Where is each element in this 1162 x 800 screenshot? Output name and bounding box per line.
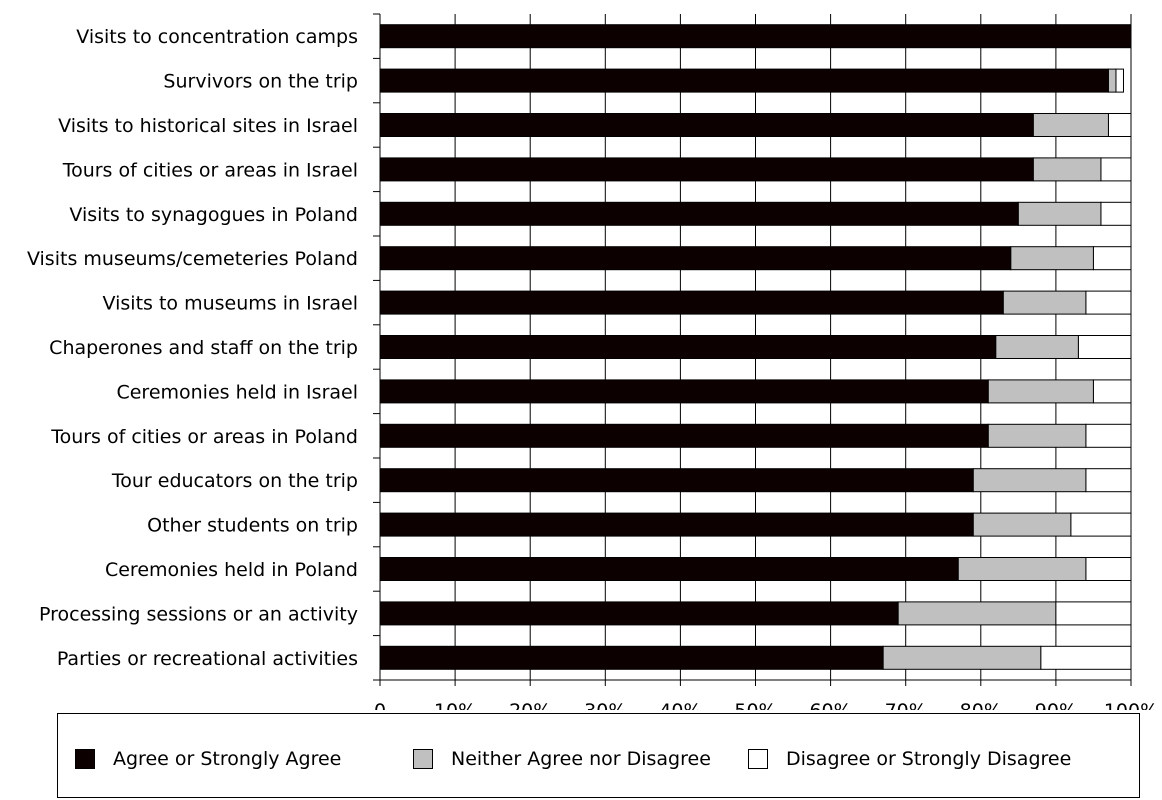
bar-segment (1093, 247, 1131, 270)
category-label: Visits museums/cemeteries Poland (27, 248, 358, 270)
bar-segment (1101, 158, 1131, 181)
legend-item-neither: Neither Agree nor Disagree (413, 747, 711, 771)
bar-segment (1071, 513, 1131, 536)
chart-legend: Agree or Strongly Agree Neither Agree no… (57, 713, 1140, 798)
bar-segment (1108, 69, 1116, 92)
x-tick-label: 50% (734, 700, 776, 710)
bar-segment (883, 646, 1041, 669)
category-label: Ceremonies held in Israel (116, 381, 358, 403)
bar-segment (1116, 69, 1124, 92)
bar-segment (380, 424, 988, 447)
category-label: Tours of cities or areas in Israel (62, 159, 358, 181)
bar-segment (1056, 602, 1131, 625)
bar-segment (380, 247, 1011, 270)
legend-item-agree: Agree or Strongly Agree (75, 747, 341, 771)
bar-segment (380, 202, 1018, 225)
bar-segment (1101, 202, 1131, 225)
legend-item-disagree: Disagree or Strongly Disagree (748, 747, 1071, 771)
bar-segment (380, 158, 1033, 181)
x-tick-label: 20% (509, 700, 551, 710)
category-label: Ceremonies held in Poland (105, 559, 358, 581)
stacked-bar-chart: Visits to concentration camps Survivors o… (0, 0, 1162, 710)
x-tick-label: 40% (659, 700, 701, 710)
x-tick-label: 80% (960, 700, 1002, 710)
bar-segment (1093, 380, 1131, 403)
bar-segment (973, 513, 1071, 536)
bar-segment (380, 558, 958, 581)
legend-label-neither: Neither Agree nor Disagree (451, 748, 711, 770)
bar-segment (1086, 424, 1131, 447)
bar-segment (380, 469, 973, 492)
bar-segment (958, 558, 1086, 581)
bar-segment (380, 602, 898, 625)
bar-segment (1003, 291, 1086, 314)
bar-segment (898, 602, 1056, 625)
legend-swatch-disagree (748, 749, 768, 769)
category-label: Visits to concentration camps (76, 26, 358, 48)
bar-segment (380, 513, 973, 536)
bar-segment (1011, 247, 1094, 270)
bar-segment (1033, 158, 1101, 181)
bar-segment (380, 25, 1131, 48)
x-tick-label: 10% (434, 700, 476, 710)
category-label: Visits to synagogues in Poland (69, 204, 358, 226)
x-tick-label: 90% (1035, 700, 1077, 710)
category-label: Chaperones and staff on the trip (49, 337, 358, 359)
legend-label-agree: Agree or Strongly Agree (113, 748, 341, 770)
bar-segment (996, 336, 1079, 359)
bar-segment (988, 380, 1093, 403)
bar-segment (1108, 114, 1131, 137)
bar-segment (380, 114, 1033, 137)
category-label: Parties or recreational activities (57, 648, 358, 670)
bar-segment (380, 336, 996, 359)
bar-segment (988, 424, 1086, 447)
category-label: Tour educators on the trip (111, 470, 358, 492)
legend-label-disagree: Disagree or Strongly Disagree (786, 748, 1071, 770)
category-label: Other students on trip (147, 515, 358, 537)
x-tick-label: 60% (809, 700, 851, 710)
bar-segment (1018, 202, 1101, 225)
category-label: Processing sessions or an activity (39, 603, 358, 625)
bar-segment (1086, 469, 1131, 492)
category-label: Tours of cities or areas in Poland (50, 426, 358, 448)
category-label: Survivors on the trip (163, 71, 358, 93)
category-label: Visits to historical sites in Israel (58, 115, 358, 137)
bar-segment (380, 291, 1003, 314)
category-label: Visits to museums in Israel (103, 293, 358, 315)
legend-swatch-agree (75, 749, 95, 769)
bar-segment (1086, 558, 1131, 581)
bar-segment (1086, 291, 1131, 314)
bar-segment (1078, 336, 1131, 359)
x-tick-label: 30% (584, 700, 626, 710)
x-tick-label: 70% (885, 700, 927, 710)
bar-segment (380, 69, 1108, 92)
bar-segment (1033, 114, 1108, 137)
bar-segment (380, 380, 988, 403)
bar-segment (380, 646, 883, 669)
legend-swatch-neither (413, 749, 433, 769)
x-tick-label: 0 (374, 700, 386, 710)
x-tick-label: 100% (1104, 700, 1158, 710)
bar-segment (1041, 646, 1131, 669)
bar-segment (973, 469, 1086, 492)
